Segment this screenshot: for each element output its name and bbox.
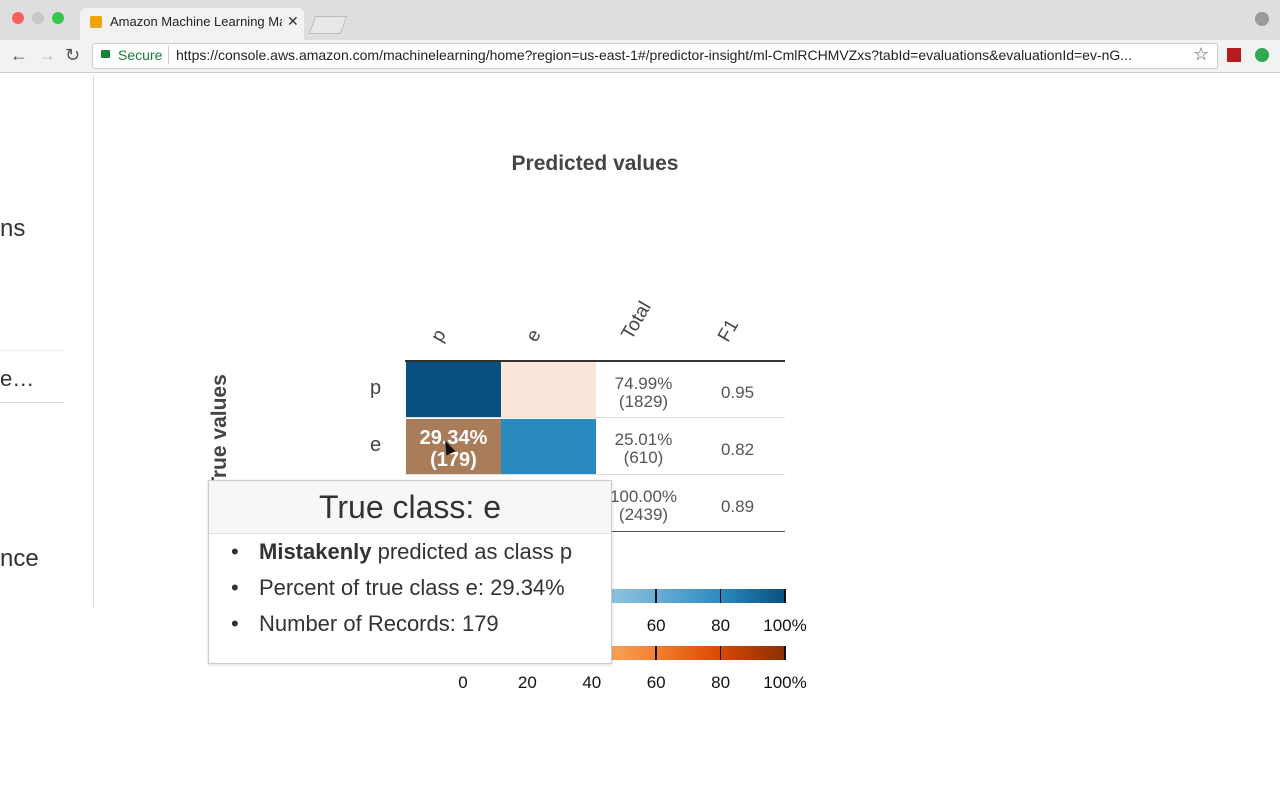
extension-icon[interactable]: [1227, 48, 1241, 62]
tooltip: True class: e Mistakenly predicted as cl…: [208, 480, 612, 664]
tooltip-title: True class: e: [319, 489, 501, 525]
sidebar-divider: [0, 350, 64, 351]
sidebar-item[interactable]: e…: [0, 366, 35, 391]
matrix-cell[interactable]: [501, 362, 596, 418]
forward-button[interactable]: →: [38, 45, 56, 65]
row-header: e: [370, 434, 382, 456]
tab-favicon: [90, 16, 102, 28]
cell-count: (179): [430, 449, 477, 471]
tooltip-text: Percent of true class e: 29.34%: [259, 575, 565, 600]
separator: [168, 46, 169, 64]
total-percent: 100.00%: [609, 487, 678, 506]
url-text: https://console.aws.amazon.com/machinele…: [176, 47, 1132, 63]
total-cell: 100.00% (2439): [596, 488, 691, 524]
tab-title: Amazon Machine Learning Ma: [110, 14, 282, 29]
column-header: p: [427, 325, 451, 346]
legend-tick-label: 80: [711, 673, 731, 692]
legend-tick: [784, 646, 786, 660]
minimize-button[interactable]: [32, 12, 44, 24]
column-header: Total: [617, 298, 656, 344]
back-button[interactable]: ←: [10, 45, 28, 65]
total-count: (1829): [618, 392, 669, 411]
address-bar[interactable]: [92, 43, 1218, 69]
legend-tick-label: 40: [582, 673, 602, 692]
close-button[interactable]: [12, 12, 24, 24]
reload-button[interactable]: ↻: [65, 45, 81, 65]
column-header: F1: [714, 315, 744, 346]
legend-tick: [784, 589, 786, 603]
row-axis-label: True values: [208, 374, 231, 490]
legend-tick-label: 20: [517, 673, 537, 692]
legend-tick-label: 100%: [763, 673, 807, 692]
tooltip-text: predicted as class p: [377, 539, 573, 564]
row-header: p: [370, 377, 382, 399]
legend-tick: [719, 589, 722, 603]
row-rule: [405, 474, 785, 475]
tooltip-header: [209, 481, 611, 534]
extension-icon[interactable]: [1255, 48, 1269, 62]
column-header: e: [522, 325, 546, 346]
total-cell: 74.99% (1829): [596, 375, 691, 411]
legend-tick-label: 80: [711, 616, 731, 635]
browser-tab[interactable]: [80, 8, 304, 40]
tooltip-item: Number of Records: 179: [231, 611, 499, 637]
sidebar-border: [93, 75, 94, 607]
new-tab[interactable]: [308, 16, 348, 34]
matrix-cell[interactable]: [501, 419, 596, 475]
bookmark-star[interactable]: ☆: [1193, 44, 1210, 64]
legend-tick: [655, 646, 657, 660]
profile-icon[interactable]: [1255, 12, 1269, 26]
legend-tick: [719, 646, 722, 660]
matrix-title: Predicted values: [511, 152, 679, 175]
total-cell: 25.01% (610): [596, 431, 691, 467]
legend-tick-label: 100%: [763, 616, 807, 635]
row-rule: [405, 417, 785, 418]
total-count: (610): [623, 448, 664, 467]
total-percent: 25.01%: [614, 430, 673, 449]
total-percent: 74.99%: [614, 374, 673, 393]
legend-tick-label: 60: [646, 673, 666, 692]
f1-score: 0.89: [720, 497, 755, 516]
legend-tick-label: 0: [458, 673, 468, 692]
tooltip-item: Percent of true class e: 29.34%: [231, 575, 565, 601]
zoom-button[interactable]: [52, 12, 64, 24]
sidebar-divider: [0, 402, 64, 403]
matrix-cell[interactable]: [406, 362, 501, 418]
security-label: Secure: [118, 47, 163, 63]
f1-score: 0.95: [720, 383, 755, 402]
lock-icon: [101, 50, 110, 58]
total-count: (2439): [618, 505, 669, 524]
tab-close[interactable]: ✕: [287, 13, 299, 29]
sidebar-item[interactable]: nce: [0, 545, 39, 572]
sidebar-item[interactable]: ns: [0, 215, 26, 242]
f1-score: 0.82: [720, 440, 755, 459]
tooltip-emphasis: Mistakenly: [259, 539, 372, 564]
legend-tick-label: 60: [646, 616, 666, 635]
tooltip-text: Number of Records: 179: [259, 611, 499, 636]
matrix-top-rule: [405, 360, 785, 362]
legend-tick: [655, 589, 657, 603]
tooltip-item: Mistakenly predicted as class p: [231, 539, 572, 565]
matrix-cell[interactable]: 29.34% (179): [406, 419, 501, 475]
cell-percent: 29.34%: [419, 427, 488, 449]
